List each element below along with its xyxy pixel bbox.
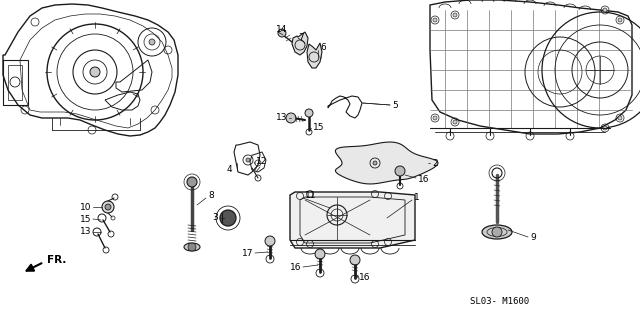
Text: 13: 13 [275, 114, 287, 122]
Circle shape [433, 18, 437, 22]
Circle shape [395, 166, 405, 176]
Polygon shape [335, 142, 438, 184]
Text: 6: 6 [320, 43, 326, 53]
Ellipse shape [184, 243, 200, 251]
Text: 16: 16 [418, 175, 429, 184]
Circle shape [105, 204, 111, 210]
Text: 16: 16 [359, 273, 371, 283]
Text: 12: 12 [256, 158, 268, 167]
Text: SL03- M1600: SL03- M1600 [470, 298, 529, 307]
Text: 3: 3 [212, 213, 218, 222]
Circle shape [618, 116, 622, 120]
Circle shape [350, 255, 360, 265]
Circle shape [188, 243, 196, 251]
Polygon shape [292, 32, 308, 55]
Circle shape [305, 109, 313, 117]
Circle shape [453, 120, 457, 124]
Text: –: – [222, 215, 225, 221]
Text: 11: 11 [305, 191, 317, 201]
Text: 10: 10 [79, 203, 91, 211]
Text: 15: 15 [313, 123, 324, 132]
Circle shape [433, 116, 437, 120]
Text: 14: 14 [276, 26, 287, 34]
Text: 2: 2 [432, 159, 438, 167]
Text: 17: 17 [241, 249, 253, 257]
Text: 13: 13 [79, 227, 91, 236]
Text: FR.: FR. [47, 255, 67, 265]
Text: 15: 15 [79, 214, 91, 224]
Circle shape [149, 39, 155, 45]
Polygon shape [290, 192, 415, 248]
Circle shape [102, 201, 114, 213]
Circle shape [246, 158, 250, 162]
Circle shape [603, 126, 607, 130]
Circle shape [618, 18, 622, 22]
Circle shape [278, 29, 286, 37]
Text: 4: 4 [227, 166, 232, 174]
Circle shape [90, 67, 100, 77]
Text: 5: 5 [392, 100, 397, 109]
Text: 1: 1 [414, 194, 420, 203]
Text: 7: 7 [298, 33, 304, 41]
Circle shape [492, 227, 502, 237]
Text: 9: 9 [530, 233, 536, 241]
Circle shape [265, 236, 275, 246]
Circle shape [315, 249, 325, 259]
Text: 16: 16 [289, 263, 301, 271]
Circle shape [220, 210, 236, 226]
Circle shape [453, 13, 457, 17]
Circle shape [187, 177, 197, 187]
Text: 8: 8 [208, 191, 214, 201]
Polygon shape [307, 43, 322, 68]
Circle shape [373, 161, 377, 165]
Ellipse shape [482, 225, 512, 239]
Circle shape [286, 113, 296, 123]
Circle shape [603, 8, 607, 12]
